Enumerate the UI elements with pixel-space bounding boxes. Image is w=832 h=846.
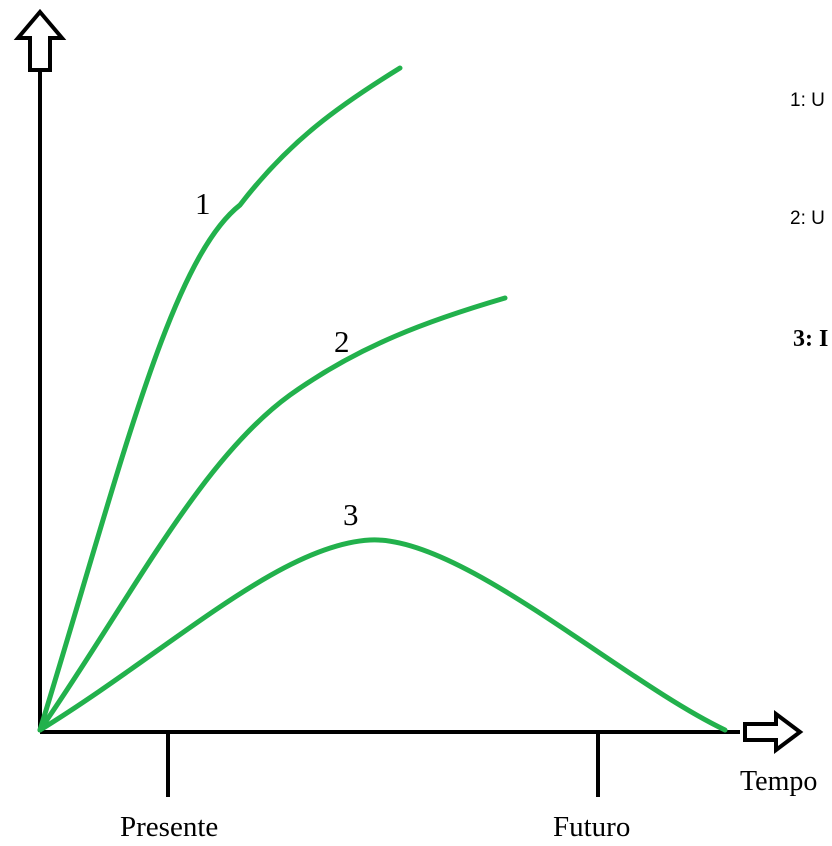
legend-item-1: 1: U bbox=[790, 90, 825, 111]
curve-3 bbox=[37, 537, 728, 733]
legend-item-3: 3: I bbox=[793, 326, 828, 352]
legend-item-2: 2: U bbox=[790, 208, 825, 229]
curve-2 bbox=[37, 295, 508, 733]
curve-label-2: 2 bbox=[334, 324, 350, 359]
y-axis-arrow-icon bbox=[13, 8, 67, 72]
tick-label-futuro: Futuro bbox=[553, 811, 630, 843]
x-axis-arrow-icon bbox=[743, 710, 804, 754]
x-axis-label: Tempo bbox=[740, 766, 817, 797]
curve-1 bbox=[37, 65, 403, 733]
curve-label-3: 3 bbox=[343, 497, 359, 532]
curve-label-1: 1 bbox=[195, 186, 211, 221]
tick-label-presente: Presente bbox=[120, 811, 218, 843]
